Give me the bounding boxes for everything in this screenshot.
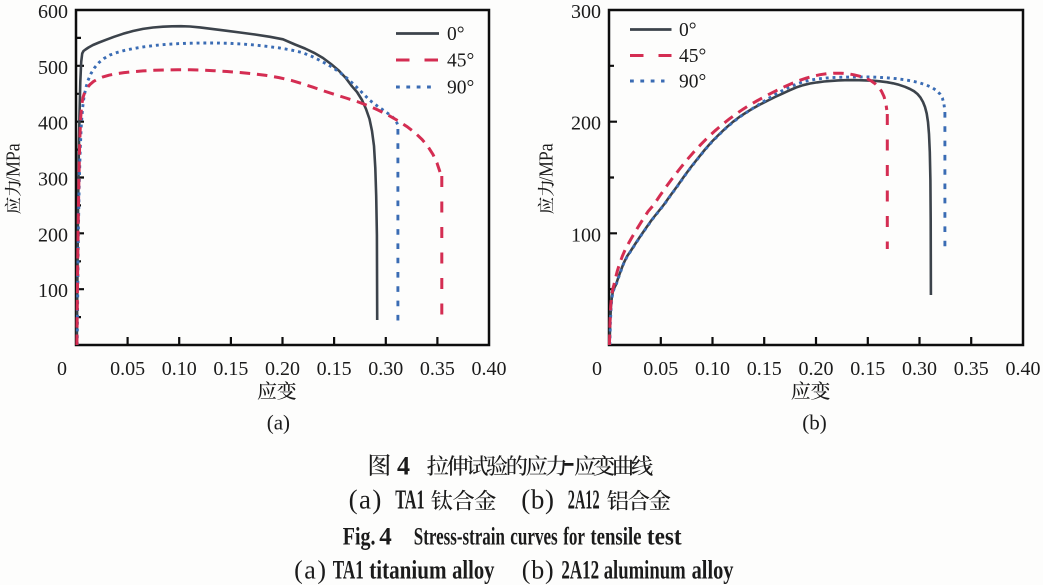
svg-text:Stress-strain: Stress-strain [414, 524, 505, 551]
svg-text:0°: 0° [447, 24, 465, 45]
svg-text:0.30: 0.30 [902, 358, 937, 380]
svg-text:400: 400 [38, 113, 68, 135]
svg-text:0.40: 0.40 [1006, 358, 1041, 380]
svg-text:0.40: 0.40 [472, 358, 507, 380]
svg-text:100: 100 [571, 224, 601, 246]
svg-text:/MPa: /MPa [3, 143, 25, 182]
svg-text:(a): (a) [349, 485, 382, 515]
svg-text:TA1: TA1 [395, 485, 424, 515]
svg-text:0.10: 0.10 [695, 358, 730, 380]
svg-text:90°: 90° [679, 71, 706, 92]
svg-text:0.20: 0.20 [799, 358, 834, 380]
svg-text:4: 4 [379, 524, 392, 551]
svg-text:90°: 90° [447, 77, 474, 98]
svg-text:200: 200 [571, 113, 601, 135]
svg-text:for: for [563, 524, 585, 551]
svg-text:45°: 45° [679, 46, 706, 67]
svg-text:curves: curves [510, 524, 558, 551]
svg-text:0.15: 0.15 [213, 358, 248, 380]
svg-text:tensile: tensile [590, 524, 641, 551]
svg-text:test: test [647, 524, 682, 551]
svg-text:45°: 45° [447, 50, 474, 71]
svg-text:0.35: 0.35 [954, 358, 989, 380]
svg-text:TA1: TA1 [333, 556, 364, 585]
svg-text:alloy: alloy [452, 556, 494, 585]
svg-text:500: 500 [38, 57, 68, 79]
svg-text:(b): (b) [521, 485, 554, 515]
svg-text:Fig.: Fig. [343, 524, 376, 551]
svg-text:(b): (b) [802, 411, 827, 435]
svg-text:/MPa: /MPa [536, 143, 558, 182]
svg-text:0°: 0° [679, 20, 697, 41]
svg-text:aluminum: aluminum [604, 556, 686, 585]
svg-text:4: 4 [397, 452, 410, 481]
svg-text:100: 100 [38, 280, 68, 302]
svg-text:200: 200 [38, 224, 68, 246]
svg-text:600: 600 [38, 1, 68, 23]
svg-text:300: 300 [571, 1, 601, 23]
svg-text:0: 0 [592, 358, 602, 380]
svg-text:0.30: 0.30 [368, 358, 403, 380]
svg-text:0.15: 0.15 [317, 358, 352, 380]
svg-text:0.05: 0.05 [110, 358, 145, 380]
svg-text:(a): (a) [294, 556, 326, 585]
svg-text:2A12: 2A12 [568, 485, 600, 515]
svg-text:0.35: 0.35 [420, 358, 455, 380]
svg-text:titanium: titanium [369, 556, 447, 585]
svg-text:(b): (b) [522, 556, 554, 585]
svg-text:300: 300 [38, 169, 68, 191]
svg-text:0.15: 0.15 [850, 358, 885, 380]
svg-text:(a): (a) [267, 411, 290, 435]
svg-text:alloy: alloy [692, 556, 734, 585]
svg-text:0: 0 [57, 358, 67, 380]
svg-text:0.20: 0.20 [265, 358, 300, 380]
svg-text:0.05: 0.05 [643, 358, 678, 380]
svg-text:0.15: 0.15 [747, 358, 782, 380]
svg-text:2A12: 2A12 [561, 556, 599, 585]
svg-text:0.10: 0.10 [162, 358, 197, 380]
